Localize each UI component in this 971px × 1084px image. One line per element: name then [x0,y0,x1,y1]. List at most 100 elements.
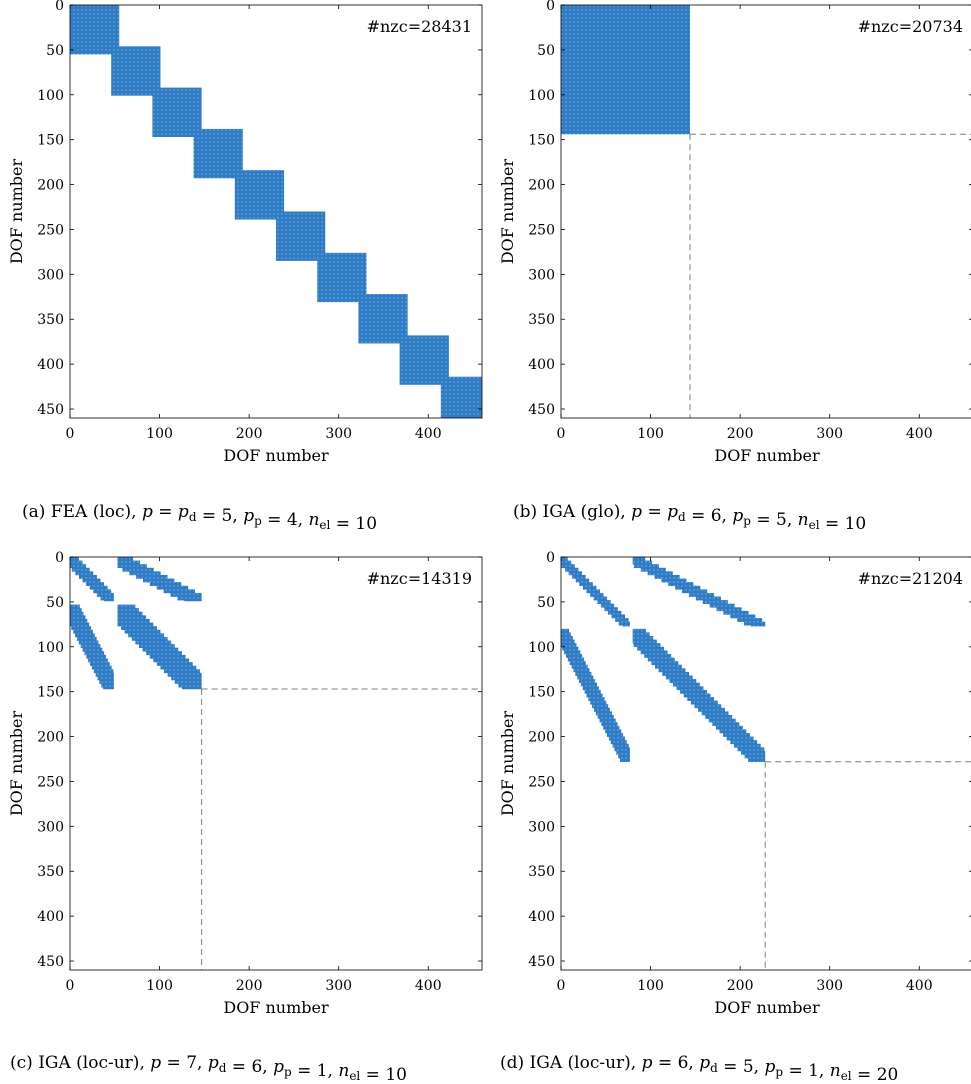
nonzero-band-row [655,664,682,669]
y-tick-label: 300 [37,267,64,283]
nonzero-band-row [138,644,175,648]
nonzero-band-row [561,564,575,569]
y-tick-label: 50 [46,595,64,611]
nonzero-band-row [149,654,186,659]
nonzero-band-row [748,758,766,763]
nonzero-band-row [93,669,114,674]
nonzero-band-row [592,704,609,709]
nonzero-band-row [561,560,572,565]
y-tick-label: 250 [37,222,64,238]
y-tick-label: 150 [37,685,64,701]
nonzero-band-row [93,589,112,594]
y-tick-label: 50 [46,43,64,59]
nonzero-band-row [726,736,754,741]
nonzero-band-row [561,643,577,648]
nonzero-band-row [70,618,88,623]
y-tick-label: 0 [55,550,64,566]
nonzero-band-row [575,578,590,583]
nonzero-band-row [167,672,202,677]
nonzero-band-row [615,618,629,622]
nonzero-band-row [640,567,666,572]
nonzero-band-row [605,729,622,734]
nonzero-band-row [163,589,195,594]
nonzero-band-row [160,665,197,670]
nonzero-band-row [575,671,592,676]
x-axis-label: DOF number [714,998,820,1017]
nonzero-band-row [104,600,114,602]
nonzero-band-row [78,640,99,645]
nzc-label: #nzc=20734 [858,17,963,36]
nonzero-band-row [597,600,611,604]
nzc-label: #nzc=14319 [367,569,472,588]
nonzero-band-row [633,643,661,648]
x-tick-label: 300 [816,426,843,442]
nonzero-band-row [723,610,749,615]
nonzero-block [234,170,285,220]
nonzero-band-row [562,646,579,651]
nonzero-band-row [695,596,721,601]
nonzero-band-row [561,632,571,637]
x-tick-label: 0 [557,978,566,994]
nonzero-band-row [91,665,112,670]
y-tick-label: 100 [528,640,555,656]
nonzero-band-row [584,689,601,694]
nonzero-band-row [89,585,108,590]
nonzero-band-row [612,743,629,748]
x-tick-label: 300 [325,426,352,442]
nonzero-band-row [709,603,735,608]
nonzero-band-row [88,658,108,663]
nonzero-band-row [100,596,114,601]
nonzero-band-row [86,654,106,659]
nonzero-band-row [117,611,143,616]
nonzero-band-row [567,657,584,662]
nonzero-band-row [708,718,736,723]
nonzero-band-row [117,604,136,609]
nonzero-band-row [117,557,134,561]
nonzero-band-row [95,672,114,677]
axes-frame [69,556,483,971]
nonzero-block [152,87,202,137]
y-tick-label: 100 [528,88,555,104]
nonzero-band-row [136,574,168,579]
x-tick-label: 200 [727,426,754,442]
nonzero-band-row [737,747,765,752]
nonzero-band-row [658,668,686,673]
nonzero-band-row [101,683,114,688]
y-tick-label: 300 [528,819,555,835]
nonzero-block [70,5,120,55]
y-tick-label: 400 [37,357,64,373]
nonzero-band-row [579,582,593,587]
y-tick-label: 100 [37,88,64,104]
nonzero-band-row [580,682,598,687]
nonzero-band-row [121,626,157,631]
y-tick-label: 300 [528,267,555,283]
spy-pattern [70,557,202,690]
nonzero-band-row [654,574,680,579]
nonzero-band-row [586,693,603,698]
x-tick-label: 100 [637,426,664,442]
nonzero-band-row [600,603,615,608]
nonzero-band-row [70,608,82,613]
nonzero-band-row [647,571,673,576]
nonzero-band-row [665,675,693,680]
nonzero-block [193,128,243,179]
nonzero-band-row [618,621,630,626]
nonzero-band-row [86,582,105,587]
nonzero-band-row [153,658,190,663]
nonzero-band-row [661,578,687,583]
nonzero-block [276,211,326,261]
nzc-label: #nzc=21204 [858,569,963,588]
nonzero-band-row [70,564,87,569]
spy-panel-4: 0 100 200 300 400 0 50 100 150 200 250 300 350 400 450… [498,550,971,1084]
y-tick-label: 450 [37,402,64,418]
nonzero-band-row [672,682,700,687]
y-axis-label: DOF number [7,711,26,817]
y-tick-label: 200 [528,730,555,746]
nonzero-band-row [96,592,114,597]
nonzero-band-row [741,750,766,755]
nonzero-band-row [146,651,182,656]
nonzero-block [561,5,690,135]
x-tick-label: 300 [816,978,843,994]
y-tick-label: 50 [537,595,555,611]
